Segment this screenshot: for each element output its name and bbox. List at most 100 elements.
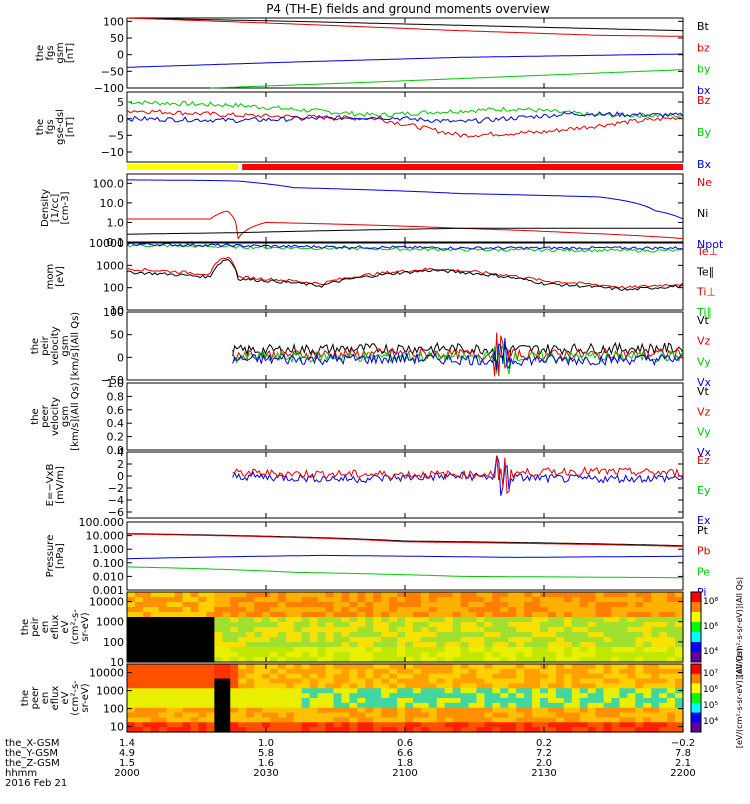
x-axis-value-hhmm: 2130 — [531, 768, 556, 779]
legend-label: Ti∥ — [696, 306, 712, 319]
series-Bx — [126, 111, 684, 124]
x-axis-value-z_gsm: 2.0 — [536, 758, 552, 769]
x-axis-value-y_gsm: 7.2 — [536, 748, 552, 759]
y-axis-label-line: eflux — [50, 615, 61, 640]
y-axis-label-line: (cm²-s- — [70, 680, 81, 716]
y-axis-label-line: the — [20, 690, 31, 706]
y-axis-label-line: peer — [40, 404, 51, 428]
legend-label: Bx — [697, 158, 712, 171]
x-axis-value-x_gsm: 0.6 — [397, 738, 413, 749]
legend-label: Bz — [697, 94, 711, 107]
y-tick-label: −50 — [101, 374, 124, 387]
series-Bz — [126, 109, 684, 138]
y-axis-label-line: mom — [45, 264, 56, 290]
y-axis-label-line: [eV] — [55, 266, 66, 287]
y-tick-label: 0 — [117, 113, 124, 126]
legend-label: Pi — [697, 586, 706, 599]
colorbar-frame — [690, 663, 702, 733]
x-axis-value-y_gsm: 5.8 — [258, 748, 274, 759]
y-axis-label-line: eV — [60, 620, 71, 633]
panel-peir-velocity: 100 50 0 −50 the peir velocity gsm [km/s](All Qs… — [30, 306, 712, 389]
y-tick-label: 100 — [103, 15, 124, 28]
y-axis-label-line: the — [35, 45, 46, 61]
y-axis-label-line: [1/cc] — [50, 194, 61, 223]
series-Bt — [126, 17, 684, 32]
y-tick-label: 10 — [110, 721, 124, 734]
legend-label: Vz — [697, 335, 711, 348]
legend-label: Vy — [697, 355, 711, 368]
legend-label: Pb — [697, 545, 711, 558]
y-axis-label: the peer en eflux eV (cm²-s-sr-eV) — [20, 680, 91, 716]
colorbar-tick-label: 10⁸ — [703, 597, 718, 607]
y-tick-label: 1.000 — [93, 543, 125, 556]
legend-label: Npot — [697, 238, 724, 251]
series-Ni — [127, 227, 683, 235]
x-axis-value-y_gsm: 6.6 — [397, 748, 413, 759]
y-axis-label-line: velocity — [50, 397, 61, 436]
colorbar-tick-label: 10⁵ — [703, 701, 718, 711]
y-tick-label: 10000 — [89, 596, 124, 609]
legend-label: Vt — [697, 314, 710, 327]
legend-label: Vy — [697, 426, 711, 439]
colorbar-step — [691, 712, 701, 723]
status-bar-red-segment — [242, 164, 683, 170]
y-tick-label: 4 — [117, 446, 124, 459]
legend-label: Vt — [697, 385, 710, 398]
y-tick-label: 100.0 — [93, 177, 125, 190]
colorbar-step — [691, 622, 701, 633]
y-axis-label-line: the — [35, 119, 46, 135]
y-axis-label-line: [mV/m] — [55, 466, 66, 504]
y-tick-label: 10.0 — [100, 197, 125, 210]
y-axis-label-line: en — [40, 621, 51, 634]
x-axis-row-label: 2016 Feb 21 — [5, 778, 67, 789]
y-axis-label-line: en — [40, 692, 51, 705]
y-axis-label-line: gse-dsl — [55, 109, 66, 145]
series-Vz — [232, 332, 684, 377]
y-axis-label: mom [eV] — [45, 264, 66, 290]
y-tick-label: 100 — [103, 282, 124, 295]
x-axis-value-x_gsm: −0.2 — [671, 738, 695, 749]
legend-label: Ez — [697, 454, 710, 467]
legend-label: Ex — [697, 514, 711, 527]
colorbar-step — [691, 592, 701, 603]
y-axis-label-line: the — [30, 408, 41, 424]
y-axis-label: Pressure [nPa] — [45, 535, 66, 578]
y-tick-label: 1000 — [96, 685, 124, 698]
y-axis-label-line: velocity — [50, 326, 61, 365]
y-axis-label-line: peir — [40, 335, 51, 355]
colorbar-step — [691, 602, 701, 613]
y-axis-label-line: [cm-3] — [60, 191, 71, 224]
colorbar-step — [691, 702, 701, 714]
panel-frame — [126, 382, 684, 451]
y-tick-label: 0.010 — [93, 570, 125, 583]
panel-peir-eflux: 10⁸ 10⁶ 10⁴ 10000 1000 100 10 the peir en eflux eV(… — [20, 591, 718, 669]
series-bx — [127, 53, 683, 68]
legend-label: Pe — [697, 565, 710, 578]
y-tick-label: 10.000 — [86, 530, 125, 543]
series-Ne — [127, 210, 684, 240]
y-tick-label: 0 — [117, 351, 124, 364]
y-tick-label: 5 — [117, 96, 124, 109]
heatmap-cells-peer-eflux — [127, 664, 684, 733]
panel-fgs-dsl: 5 0 −5 −10 the fgs gse-dsl [nT] Bz By Bx — [35, 91, 712, 171]
colorbar-frame — [690, 591, 702, 663]
y-axis-label-line: eV — [60, 691, 71, 704]
y-axis-label-line: gsm — [60, 406, 71, 427]
y-tick-label: 1.0 — [107, 216, 125, 229]
y-axis-label: the peer velocity gsm [km/s](All Qs) — [30, 382, 81, 450]
colorbar-step — [691, 693, 701, 704]
series-Npot — [127, 179, 684, 220]
y-tick-label: 0.8 — [107, 390, 125, 403]
colorbar-step — [691, 683, 701, 694]
x-axis-value-hhmm: 2200 — [670, 768, 695, 779]
y-axis-label-line: sr-eV) — [80, 683, 91, 712]
y-axis-label-line: (cm²-s- — [70, 609, 81, 645]
colorbar-step — [691, 673, 701, 684]
y-axis-label-line: gsm — [55, 42, 66, 63]
colorbar-tick-label: 10⁶ — [703, 685, 718, 695]
y-tick-label: −4 — [108, 494, 124, 507]
series-Vx — [232, 338, 684, 371]
y-tick-label: −6 — [108, 506, 124, 519]
